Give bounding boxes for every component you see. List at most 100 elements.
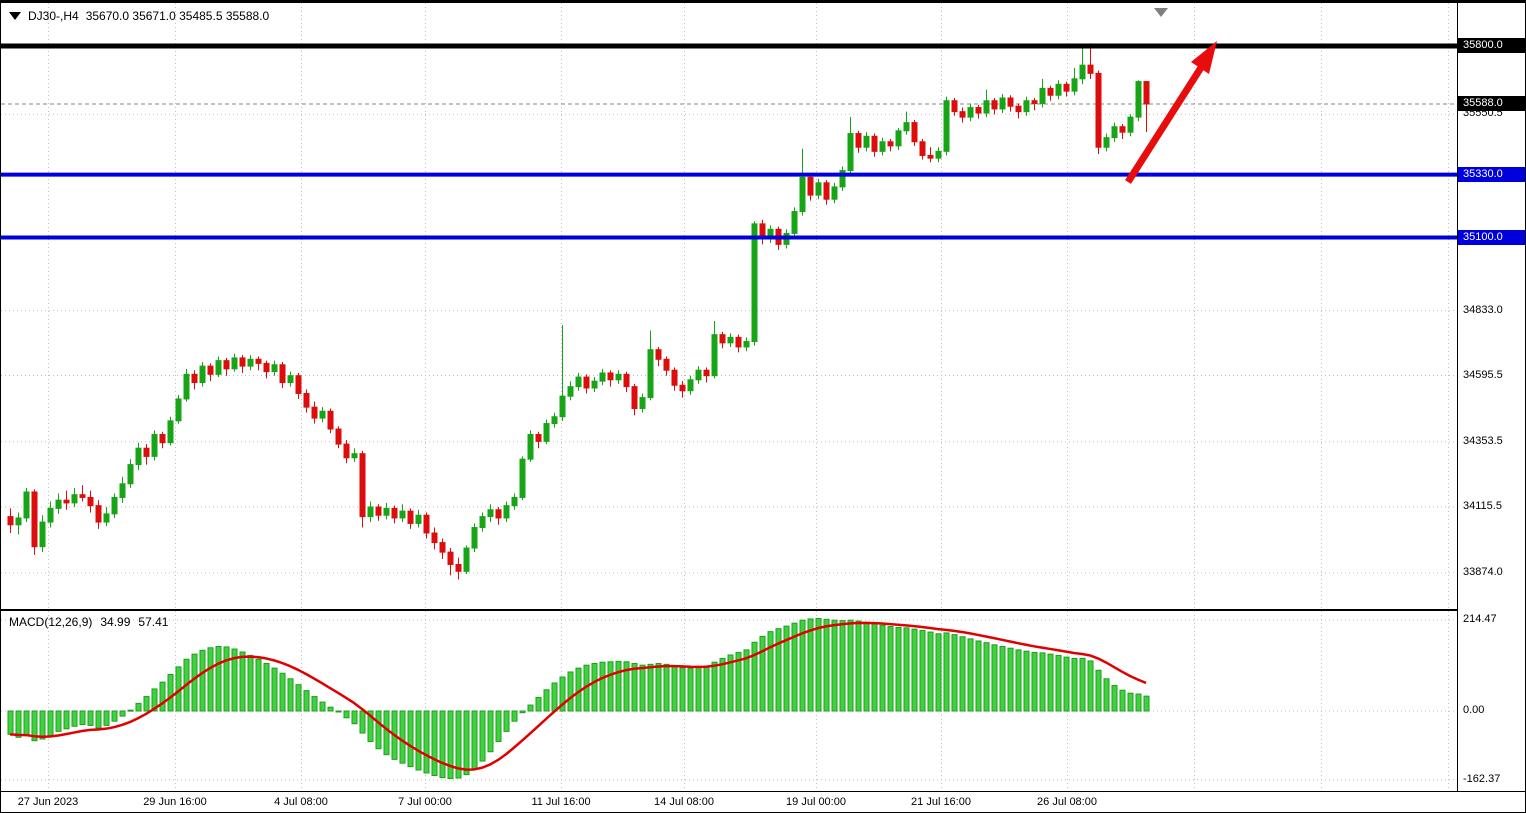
macd-scale-label: -162.37 <box>1463 772 1501 785</box>
macd-indicator-label: MACD(12,26,9) <box>9 615 93 629</box>
macd-histogram-bar <box>535 696 542 712</box>
macd-histogram-bar <box>799 619 806 712</box>
macd-histogram-bar <box>447 710 454 779</box>
trend-arrow[interactable] <box>1125 64 1205 184</box>
candle <box>999 97 1006 110</box>
candle <box>1127 116 1134 133</box>
macd-histogram-bar <box>1039 652 1046 712</box>
macd-histogram-bar <box>191 653 198 712</box>
candle <box>71 494 78 504</box>
candle <box>287 375 294 384</box>
candle <box>711 334 718 377</box>
candle <box>215 360 222 375</box>
macd-histogram-bar <box>103 710 110 726</box>
candle <box>831 186 838 200</box>
macd-histogram-bar <box>695 666 702 712</box>
candle <box>335 428 342 445</box>
candle <box>791 211 798 234</box>
candle <box>359 453 366 518</box>
price-axis[interactable]: 35800.0 35588.0 35550.5 35330.0 35100.0 34833… <box>1457 3 1525 791</box>
candle <box>887 141 894 147</box>
candle <box>591 380 598 389</box>
macd-histogram-bar <box>303 690 310 712</box>
macd-histogram-bar <box>527 704 534 712</box>
macd-canvas[interactable] <box>1 611 1457 791</box>
candle <box>935 150 942 159</box>
price-label: 35550.5 <box>1463 107 1503 120</box>
main-chart-canvas[interactable] <box>1 3 1457 609</box>
candle <box>495 509 502 519</box>
macd-histogram-bar <box>783 625 790 712</box>
price-label: 35800.0 <box>1458 38 1525 53</box>
main-chart-pane[interactable]: DJ30-,H4 35670.0 35671.0 35485.5 35588.0 <box>1 3 1457 609</box>
candle <box>1055 83 1062 96</box>
candle <box>519 458 526 498</box>
macd-histogram-bar <box>127 709 134 712</box>
macd-histogram-bar <box>687 667 694 712</box>
macd-histogram-bar <box>607 661 614 712</box>
macd-histogram-bar <box>1087 660 1094 712</box>
macd-histogram-bar <box>559 676 566 712</box>
candle <box>991 100 998 110</box>
macd-histogram-bar <box>599 661 606 712</box>
macd-histogram-bar <box>415 710 422 771</box>
candle <box>143 447 150 457</box>
candle <box>175 398 182 422</box>
candle <box>39 521 46 548</box>
chart-ohlc-values: 35670.0 35671.0 35485.5 35588.0 <box>85 9 270 23</box>
candle <box>159 434 166 444</box>
macd-histogram-bar <box>271 667 278 712</box>
macd-histogram-bar <box>407 710 414 768</box>
candle <box>423 514 430 534</box>
chart-shift-marker-icon[interactable] <box>1154 8 1168 17</box>
macd-histogram-bar <box>759 635 766 712</box>
chart-collapse-icon[interactable] <box>9 12 21 20</box>
macd-histogram-bar <box>943 632 950 712</box>
macd-histogram-bar <box>639 664 646 712</box>
macd-histogram-bar <box>471 710 478 770</box>
macd-histogram-bar <box>1127 692 1134 712</box>
macd-indicator-pane[interactable]: MACD(12,26,9) 34.99 57.41 <box>1 609 1457 791</box>
chart-header: DJ30-,H4 35670.0 35671.0 35485.5 35588.0 <box>9 9 269 23</box>
candle <box>1007 97 1014 107</box>
macd-histogram-bar <box>735 651 742 712</box>
macd-histogram-bar <box>1103 678 1110 712</box>
candle <box>223 360 230 370</box>
candle <box>1103 137 1110 148</box>
macd-histogram-bar <box>431 710 438 776</box>
candle <box>527 434 534 460</box>
time-label: 29 Jun 16:00 <box>143 796 207 808</box>
candle <box>1079 64 1086 80</box>
macd-histogram-bar <box>847 619 854 712</box>
candle <box>479 516 486 529</box>
price-label: 34353.5 <box>1463 434 1503 447</box>
macd-histogram-bar <box>935 633 942 712</box>
candle <box>87 496 94 507</box>
macd-histogram-bar <box>55 710 62 732</box>
macd-signal-value: 57.41 <box>138 615 169 629</box>
macd-histogram-bar <box>311 696 318 712</box>
macd-histogram-bar <box>231 648 238 712</box>
price-label: 34833.0 <box>1463 303 1503 316</box>
macd-histogram-bar <box>399 710 406 764</box>
macd-histogram-bar <box>551 682 558 712</box>
macd-signal-line <box>9 621 1147 771</box>
macd-histogram-bar <box>1071 657 1078 712</box>
macd-histogram-bar <box>239 651 246 712</box>
candle <box>79 494 86 498</box>
candle <box>95 505 102 523</box>
candle <box>383 507 390 516</box>
macd-histogram-bar <box>871 623 878 712</box>
candle <box>47 507 54 523</box>
macd-histogram-bar <box>1047 653 1054 712</box>
macd-histogram-bar <box>975 640 982 712</box>
candle <box>295 375 302 394</box>
candle <box>1015 105 1022 113</box>
time-axis[interactable]: 27 Jun 2023 29 Jun 16:00 4 Jul 08:00 7 Jul … <box>1 791 1525 812</box>
macd-histogram-bar <box>567 671 574 712</box>
candle <box>263 362 270 373</box>
trend-arrow-head[interactable] <box>1191 41 1217 74</box>
macd-histogram-bar <box>143 696 150 712</box>
candle <box>303 392 310 408</box>
